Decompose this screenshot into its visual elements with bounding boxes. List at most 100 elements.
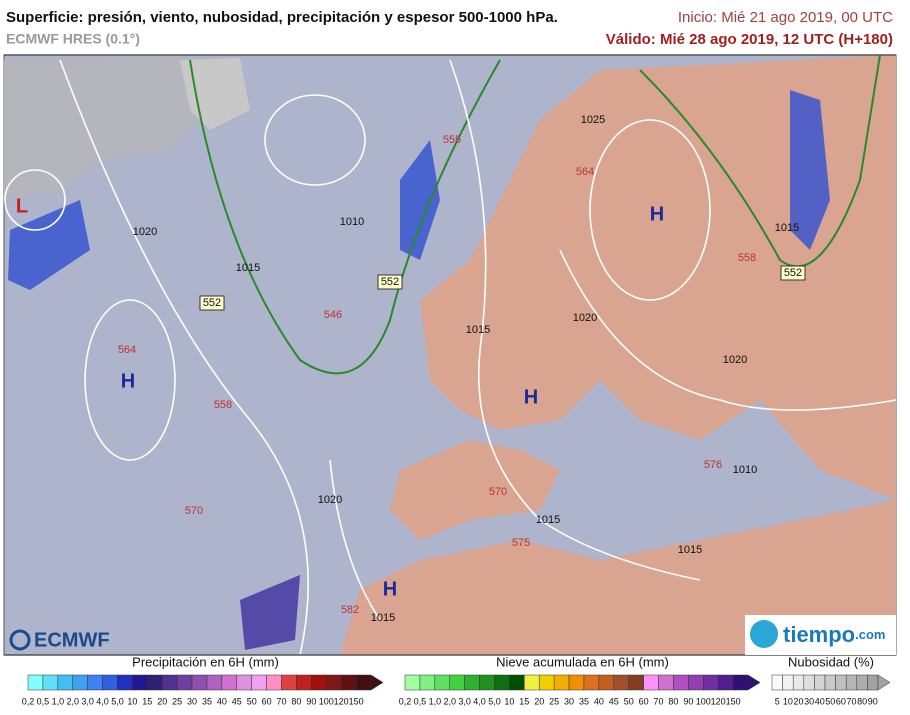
- legend-arrow: [877, 674, 891, 691]
- legend-swatch: [434, 674, 450, 691]
- legend-swatch: [266, 674, 282, 691]
- legend-label: 20: [793, 696, 803, 706]
- isobar-label: 1015: [536, 514, 560, 526]
- legend-label: 120: [334, 696, 349, 706]
- legend-arrow: [747, 674, 761, 691]
- legend-label: 4,0: [96, 696, 109, 706]
- legend-label: 0,5: [37, 696, 50, 706]
- legend-label: 0,2: [399, 696, 412, 706]
- legend-swatch: [87, 674, 103, 691]
- label-box: [780, 265, 806, 281]
- thickness-label: 546: [324, 309, 342, 321]
- legend-label: 70: [846, 696, 856, 706]
- isobar-label: 1020: [318, 494, 342, 506]
- legend-swatch: [732, 674, 749, 691]
- legend: Nubosidad (%) 5 10 20 30 40 50 60 70 80 90: [771, 654, 891, 706]
- logo-icon: [750, 620, 778, 648]
- legend-swatch: [494, 674, 510, 691]
- thickness-label: 558: [738, 252, 756, 264]
- legend-swatch: [568, 674, 585, 691]
- isobar-label: 1025: [581, 114, 605, 126]
- thickness-label: 564: [118, 344, 136, 356]
- legend-label: 30: [187, 696, 197, 706]
- isobar-label: 1015: [678, 544, 702, 556]
- legend-label: 15: [142, 696, 152, 706]
- legend-swatch: [856, 674, 868, 691]
- isobar-label: 1015: [236, 262, 260, 274]
- subtitle: ECMWF HRES (0.1°): [6, 31, 140, 47]
- legend-label: 10: [504, 696, 514, 706]
- title: Superficie: presión, viento, nubosidad, …: [6, 9, 558, 26]
- legend-label: 25: [549, 696, 559, 706]
- legend-swatch: [524, 674, 540, 691]
- legend-swatch: [191, 674, 208, 691]
- legend-label: 120: [711, 696, 726, 706]
- legend-swatch: [553, 674, 570, 691]
- legend: Precipitación en 6H (mm)0,2 0,5 1,0 2,0 3,0 4…: [22, 654, 384, 706]
- legend-swatch: [449, 674, 465, 691]
- isobar-label: 1020: [723, 354, 747, 366]
- land-greenland: [180, 58, 250, 130]
- precip-band: [400, 140, 440, 260]
- legend-swatch: [673, 674, 689, 691]
- legend-swatch: [792, 674, 805, 691]
- legend-label: 80: [857, 696, 867, 706]
- legend-label: 5,0: [488, 696, 501, 706]
- legend-swatch: [355, 674, 372, 691]
- low-pressure: L: [16, 195, 28, 217]
- precip-band: [790, 90, 830, 250]
- legend-label: 4,0: [473, 696, 486, 706]
- valid-time: Válido: Mié 28 ago 2019, 12 UTC (H+180): [606, 31, 893, 48]
- thickness-label: 558: [214, 399, 232, 411]
- logo-text: tiempo.com: [783, 622, 885, 647]
- thickness-label: 576: [704, 459, 722, 471]
- legend-swatch: [221, 674, 238, 691]
- legend-swatch: [117, 674, 133, 691]
- legend-swatch: [628, 674, 644, 691]
- thickness-label: 570: [185, 505, 203, 517]
- label-box: [199, 295, 225, 311]
- legend-swatch: [57, 674, 73, 691]
- high-pressure: H: [524, 386, 538, 408]
- thickness-label: 575: [512, 537, 530, 549]
- legend-swatch: [147, 674, 163, 691]
- legend-label: 25: [172, 696, 182, 706]
- legend-label: 20: [157, 696, 167, 706]
- legend-label: 0,2: [22, 696, 35, 706]
- isobar-label: 1015: [371, 612, 395, 624]
- logo-tiempo: tiempo.com: [745, 615, 896, 655]
- legend-label: 70: [277, 696, 287, 706]
- legend-label: 50: [825, 696, 835, 706]
- legend-title: Nieve acumulada en 6H (mm): [496, 654, 669, 669]
- isobar-label: 1010: [733, 464, 757, 476]
- legend-label: 90: [683, 696, 693, 706]
- legend-swatch: [583, 674, 600, 691]
- legend-label: 5: [775, 696, 780, 706]
- legend-swatch: [176, 674, 193, 691]
- logo-suffix: .com: [855, 627, 885, 642]
- isobar-label: 1020: [133, 226, 157, 238]
- legend: Nieve acumulada en 6H (mm) 0,2 0,5 1,0 2,0 3,…: [399, 654, 761, 706]
- legend-swatch: [771, 674, 783, 691]
- isobar-label: 1020: [573, 312, 597, 324]
- legend-title: Precipitación en 6H (mm): [132, 654, 279, 669]
- legend-swatch: [643, 674, 659, 691]
- logo-ecmwf: ECMWF: [9, 629, 110, 651]
- legend-swatch: [845, 674, 858, 691]
- isobar-label: 1010: [340, 216, 364, 228]
- start-time: Inicio: Mié 21 ago 2019, 00 UTC: [678, 9, 893, 26]
- legend-label: 35: [579, 696, 589, 706]
- logo-icon: [9, 629, 31, 651]
- high-pressure: H: [650, 203, 664, 225]
- legend-swatch: [703, 674, 719, 691]
- legend-label: 5,0: [111, 696, 124, 706]
- legend-label: 1,0: [52, 696, 65, 706]
- legend-swatch: [688, 674, 704, 691]
- legend-swatch: [404, 674, 421, 691]
- precip-band: [240, 575, 300, 650]
- thickness-label: 570: [489, 486, 507, 498]
- legend-label: 90: [868, 696, 878, 706]
- legend-label: 50: [624, 696, 634, 706]
- isobar-label: 1015: [466, 324, 490, 336]
